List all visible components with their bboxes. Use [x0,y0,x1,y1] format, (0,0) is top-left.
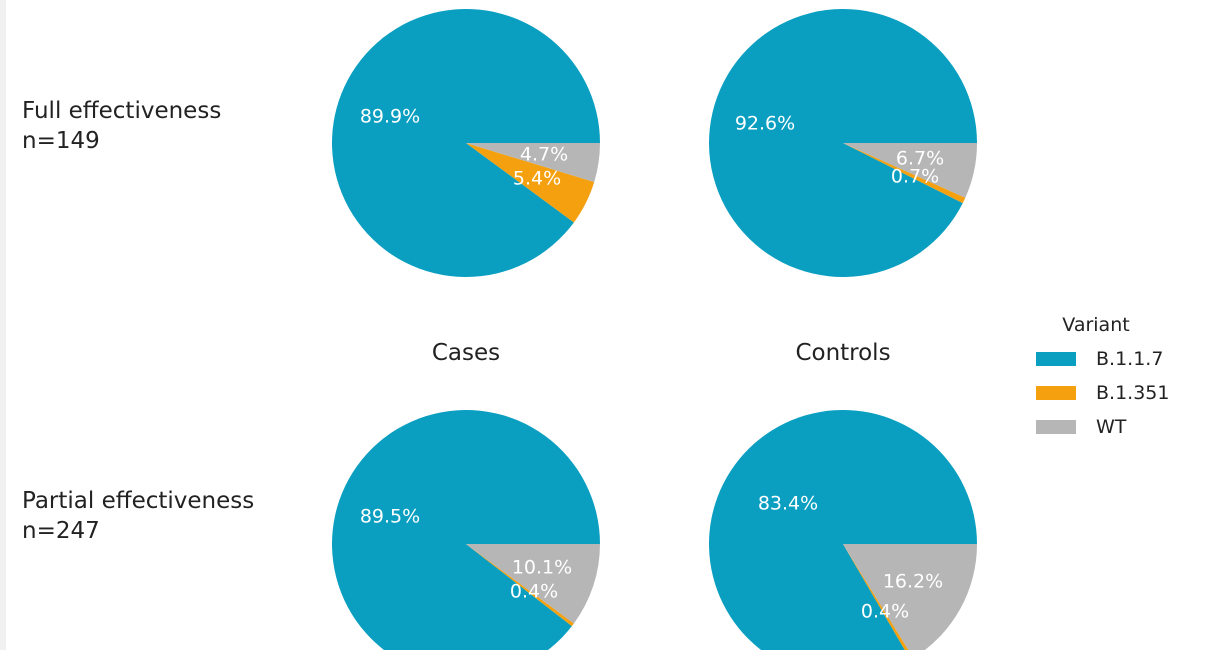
pie-label-b-1-1-7: 89.5% [360,506,420,528]
pie-partial-effectiveness-n-247-cases: 89.5% 0.4%10.1% [332,410,600,650]
row-label-full-line1: Full effectiveness [22,98,222,124]
pie-label-wt: 6.7% [896,148,944,170]
row-label-full-line2: n=149 [22,128,100,154]
legend-item-b117: B.1.1.7 [1036,342,1169,376]
row-label-full-effectiveness: Full effectiveness n=149 [22,96,221,156]
legend-item-b1351: B.1.351 [1036,376,1169,410]
pie-label-b-1-351: 0.4% [510,581,558,603]
row-label-partial-line1: Partial effectiveness [22,488,255,514]
pie-label-b-1-351: 0.7% [891,166,939,188]
legend-swatch-b1351 [1036,386,1076,400]
legend-swatch-b117 [1036,352,1076,366]
pie-full-effectiveness-n-149-controls: 92.6% 0.7%6.7% [708,8,977,277]
pie-slice-b-1-351 [466,143,595,223]
pie-partial-effectiveness-n-247-controls: 83.4% 0.4% 16.2% [709,410,977,650]
legend-label-b1351: B.1.351 [1096,382,1170,404]
pie-slice-b-1-1-7 [332,8,600,277]
row-label-partial-effectiveness: Partial effectiveness n=247 [22,486,254,546]
pie-slice-b-1-1-7 [332,410,600,650]
row-label-partial-line2: n=247 [22,518,100,544]
pie-label-b-1-1-7: 89.9% [360,106,420,128]
legend-label-wt: WT [1096,416,1127,438]
legend-title: Variant [1062,314,1130,336]
pie-slice-wt [466,544,600,624]
pie-label-b-1-351: 0.4% [861,601,909,623]
legend-label-b117: B.1.1.7 [1096,348,1164,370]
pie-slice-b-1-351 [843,143,966,204]
pie-slice-b-1-351 [466,544,574,627]
pie-slice-wt [843,544,977,650]
pie-label-wt: 16.2% [883,571,943,593]
legend: Variant B.1.1.7 B.1.351 WT [1036,314,1169,444]
pie-label-b-1-1-7: 92.6% [735,113,795,135]
legend-item-wt: WT [1036,410,1169,444]
legend-swatch-wt [1036,420,1076,434]
column-title-controls: Controls [795,340,891,366]
pie-label-b-1-1-7: 83.4% [758,493,818,515]
pie-slice-b-1-1-7 [708,8,977,277]
pie-label-b-1-351: 5.4% [513,168,561,190]
pie-slice-wt [843,143,977,198]
pie-slice-wt [466,143,600,182]
pie-full-effectiveness-n-149-cases: 89.9% 5.4%4.7% [332,8,600,277]
pie-slice-b-1-1-7 [709,410,977,650]
pie-label-wt: 10.1% [512,557,572,579]
pie-label-wt: 4.7% [520,144,568,166]
column-title-cases: Cases [431,340,501,366]
